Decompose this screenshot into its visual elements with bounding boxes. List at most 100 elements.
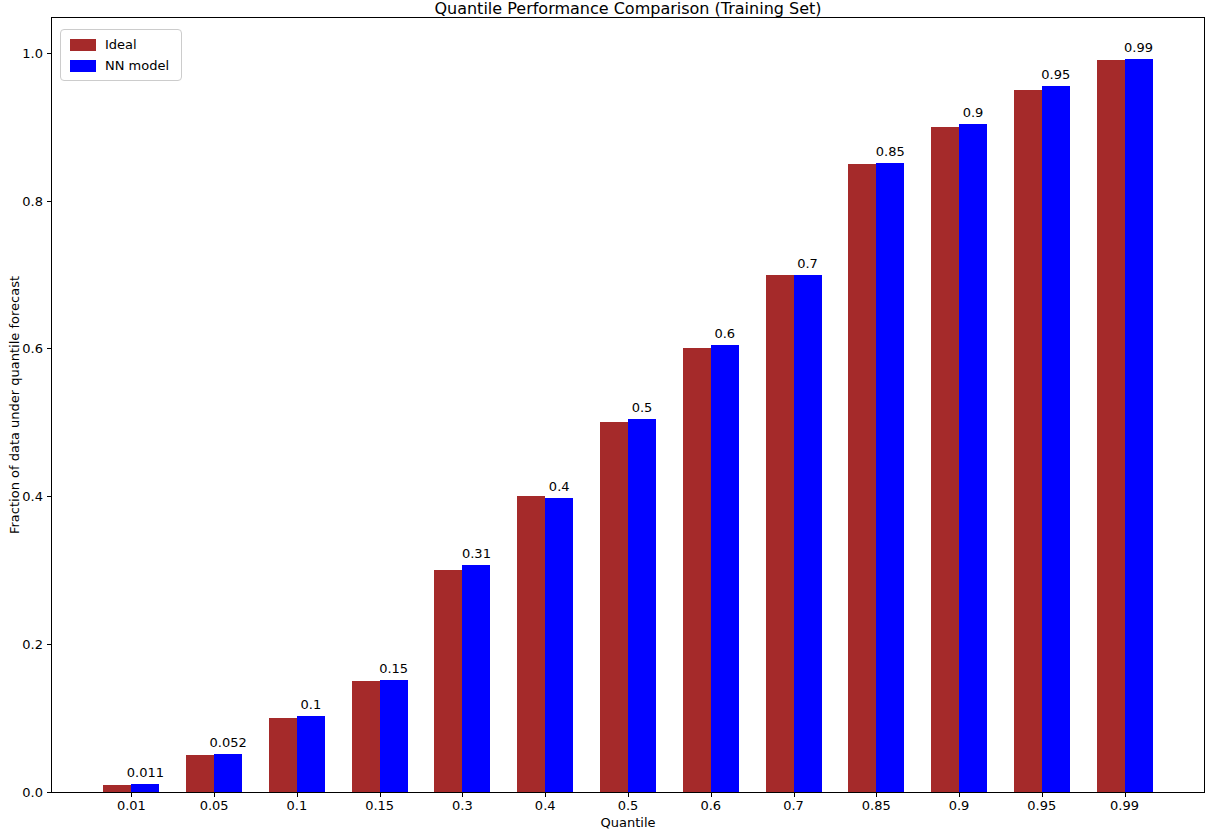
bar-ideal — [931, 127, 959, 792]
x-tick-label: 0.01 — [117, 798, 146, 813]
bar-nn-model — [131, 784, 159, 792]
x-tick-label: 0.7 — [783, 798, 804, 813]
bar-ideal — [1014, 90, 1042, 792]
bar-groups: 0.0110.010.0520.050.10.10.150.150.310.30… — [52, 18, 1204, 792]
bar-ideal — [103, 785, 131, 792]
bar-group: 0.10.1 — [256, 18, 339, 792]
x-tick-mark — [711, 793, 712, 797]
legend-label-nn-model: NN model — [105, 58, 169, 73]
bar-group: 0.90.9 — [918, 18, 1001, 792]
x-tick-label: 0.85 — [862, 798, 891, 813]
x-tick-label: 0.15 — [365, 798, 394, 813]
bar-group: 0.850.85 — [835, 18, 918, 792]
x-tick-label: 0.99 — [1110, 798, 1139, 813]
bar-group: 0.0520.05 — [173, 18, 256, 792]
legend-item-nn-model: NN model — [70, 58, 169, 73]
bar-nn-model — [876, 163, 904, 792]
bar-group: 0.50.5 — [587, 18, 670, 792]
x-tick-label: 0.9 — [949, 798, 970, 813]
bar-ideal — [517, 496, 545, 792]
bar-nn-model — [1042, 86, 1070, 792]
x-tick-mark — [380, 793, 381, 797]
legend-item-ideal: Ideal — [70, 37, 169, 52]
y-tick-mark — [47, 644, 51, 645]
y-tick-label: 0.0 — [22, 785, 43, 800]
x-tick-mark — [794, 793, 795, 797]
legend: Ideal NN model — [60, 29, 182, 81]
bar-nn-model — [628, 419, 656, 792]
y-tick-mark — [47, 201, 51, 202]
bar-group: 0.990.99 — [1083, 18, 1166, 792]
x-tick-label: 0.95 — [1027, 798, 1056, 813]
x-tick-label: 0.6 — [700, 798, 721, 813]
y-axis-label: Fraction of data under quantile forecast — [7, 276, 22, 534]
bar-ideal — [848, 164, 876, 792]
x-tick-mark — [959, 793, 960, 797]
bar-nn-model — [711, 345, 739, 792]
bar-ideal — [186, 755, 214, 792]
x-tick-label: 0.4 — [535, 798, 556, 813]
x-tick-mark — [876, 793, 877, 797]
y-tick-mark — [47, 53, 51, 54]
bar-group: 0.310.3 — [421, 18, 504, 792]
bar-value-label: 0.85 — [876, 144, 905, 159]
legend-swatch-ideal — [70, 39, 96, 51]
x-tick-label: 0.05 — [200, 798, 229, 813]
bar-ideal — [269, 718, 297, 792]
bar-value-label: 0.15 — [379, 661, 408, 676]
bar-value-label: 0.011 — [127, 765, 164, 780]
bar-value-label: 0.7 — [797, 256, 818, 271]
bar-group: 0.950.95 — [1000, 18, 1083, 792]
x-tick-mark — [214, 793, 215, 797]
figure: Quantile Performance Comparison (Trainin… — [0, 0, 1213, 835]
bar-nn-model — [959, 124, 987, 792]
bar-ideal — [600, 422, 628, 792]
bar-group: 0.60.6 — [669, 18, 752, 792]
bar-group: 0.150.15 — [338, 18, 421, 792]
y-tick-mark — [47, 496, 51, 497]
x-tick-mark — [1042, 793, 1043, 797]
bar-nn-model — [462, 565, 490, 792]
bar-nn-model — [1125, 59, 1153, 792]
y-tick-mark — [47, 348, 51, 349]
y-tick-label: 0.6 — [22, 341, 43, 356]
bar-ideal — [683, 348, 711, 792]
x-tick-mark — [462, 793, 463, 797]
legend-swatch-nn-model — [70, 60, 96, 72]
bar-value-label: 0.052 — [210, 735, 247, 750]
bar-value-label: 0.99 — [1124, 40, 1153, 55]
bar-value-label: 0.1 — [301, 697, 322, 712]
bar-nn-model — [297, 716, 325, 792]
bar-value-label: 0.6 — [714, 326, 735, 341]
bar-group: 0.70.7 — [752, 18, 835, 792]
x-tick-mark — [297, 793, 298, 797]
plot-area: Ideal NN model 0.0110.010.0520.050.10.10… — [51, 17, 1205, 793]
x-tick-mark — [545, 793, 546, 797]
bar-value-label: 0.5 — [632, 400, 653, 415]
x-tick-mark — [628, 793, 629, 797]
y-tick-label: 0.4 — [22, 489, 43, 504]
bar-value-label: 0.9 — [963, 105, 984, 120]
bar-value-label: 0.95 — [1041, 67, 1070, 82]
x-tick-mark — [1125, 793, 1126, 797]
x-tick-label: 0.3 — [452, 798, 473, 813]
chart-title: Quantile Performance Comparison (Trainin… — [51, 0, 1205, 17]
bar-value-label: 0.31 — [462, 546, 491, 561]
x-axis-label: Quantile — [51, 815, 1205, 830]
bar-ideal — [352, 681, 380, 792]
bar-ideal — [434, 570, 462, 792]
bar-value-label: 0.4 — [549, 479, 570, 494]
bar-nn-model — [214, 754, 242, 792]
y-tick-mark — [47, 792, 51, 793]
bar-nn-model — [545, 498, 573, 792]
y-tick-label: 0.2 — [22, 637, 43, 652]
x-tick-label: 0.1 — [287, 798, 308, 813]
bar-ideal — [1097, 60, 1125, 792]
legend-label-ideal: Ideal — [105, 37, 137, 52]
x-tick-mark — [131, 793, 132, 797]
bar-group: 0.40.4 — [504, 18, 587, 792]
bar-nn-model — [794, 275, 822, 792]
x-tick-label: 0.5 — [618, 798, 639, 813]
bar-nn-model — [380, 680, 408, 792]
bar-ideal — [766, 275, 794, 792]
